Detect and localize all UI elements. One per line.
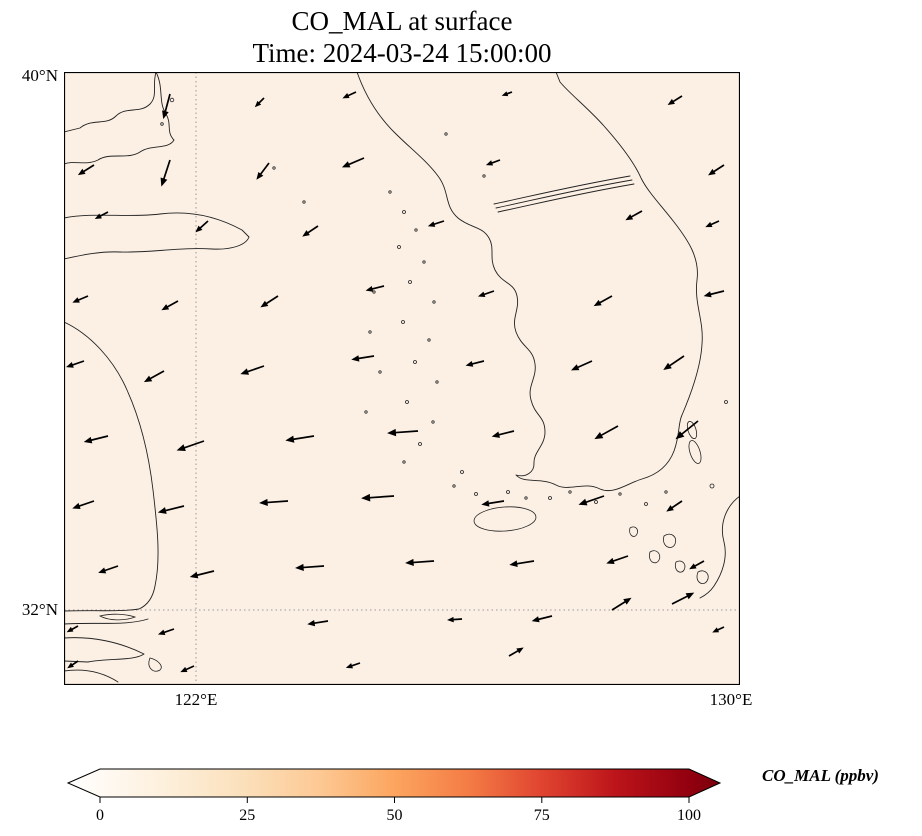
wind-quiver-arrows (66, 91, 725, 673)
islands-goto (629, 526, 709, 584)
island-chongming (98, 613, 137, 621)
lat-tick-32n: 32°N (21, 600, 58, 619)
svg-text:100: 100 (677, 807, 701, 824)
coast-hangzhou-bay (64, 637, 145, 663)
colorbar-ticks: 0 25 50 75 100 (96, 797, 701, 824)
island-tsushima-south (688, 440, 702, 464)
svg-text:50: 50 (387, 807, 403, 824)
island-jeju (473, 506, 537, 532)
coast-kyushu-west (699, 495, 740, 599)
svg-text:0: 0 (96, 807, 104, 824)
coast-yangtze-south-bank (64, 618, 149, 625)
coast-liaodong-bohai-north (64, 72, 157, 133)
lon-tick-122e: 122°E (174, 690, 218, 709)
lat-tick-40n: 40°N (21, 66, 58, 85)
map-plot (64, 72, 740, 685)
map-background (64, 72, 740, 685)
lon-tick-130e: 130°E (709, 690, 753, 709)
colorbar-label: CO_MAL (ppbv) (762, 766, 879, 785)
island-zhoushan (148, 657, 162, 672)
border-dmz-rivers (493, 175, 635, 213)
coast-jiangsu-yangtze (64, 321, 159, 612)
svg-text:25: 25 (239, 807, 255, 824)
coast-hangzhou-inner (64, 669, 119, 683)
colorbar: 0 25 50 75 100 (66, 768, 722, 824)
coastlines (64, 72, 740, 683)
coast-korea (356, 72, 703, 491)
island-tsushima-north (686, 420, 698, 440)
gridlines (64, 72, 740, 685)
small-islands (160, 97, 728, 506)
colorbar-bar (66, 768, 722, 798)
chart-subtitle-time: Time: 2024-03-24 15:00:00 (252, 38, 552, 68)
svg-text:75: 75 (534, 807, 550, 824)
coast-bohai-south (64, 72, 175, 165)
chart-title: CO_MAL at surface (291, 6, 513, 36)
plot-frame (64, 72, 740, 685)
coast-shandong-peninsula (64, 212, 250, 260)
